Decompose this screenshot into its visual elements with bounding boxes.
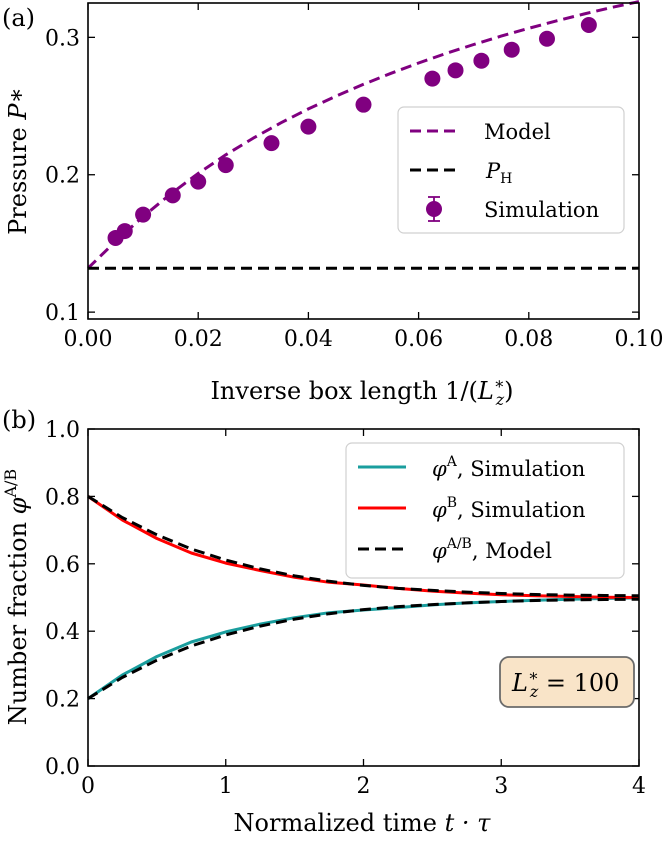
y-tick-label: 0.1 — [45, 301, 80, 326]
panel-a-xlabel: Inverse box length 1/(L∗ z) — [210, 374, 513, 409]
panel-b-legend-box — [345, 442, 625, 579]
y-tick-label: 0.2 — [45, 688, 80, 713]
legend-simulation-swatch — [426, 196, 442, 222]
sim-point — [300, 118, 317, 135]
sim-point — [164, 187, 181, 204]
panel-label-b: (b) — [2, 406, 36, 434]
sim-point — [355, 96, 372, 113]
x-tick-label: 2 — [357, 774, 371, 799]
panel-a-legend-box — [397, 106, 625, 234]
legend-ph-label: PH — [485, 159, 512, 187]
panel-b-axes-frame — [87, 428, 640, 767]
x-tick-label: 0.08 — [504, 327, 553, 352]
sim-point — [263, 135, 280, 152]
sim-point — [116, 223, 133, 240]
y-tick-label: 0.8 — [45, 485, 80, 510]
sim-point — [473, 52, 490, 69]
y-tick-label: 0.4 — [45, 620, 80, 645]
y-tick-label: 0.3 — [45, 26, 80, 51]
x-tick-label: 0.02 — [174, 327, 223, 352]
sim-point — [580, 16, 597, 33]
sim-point — [217, 157, 234, 174]
panel-a-ylabel: Pressure P∗ — [2, 87, 32, 235]
legend-simulation-label: Simulation — [484, 198, 599, 222]
panel-b-tick-labels: 0 1 2 3 4 0.0 0.2 0.4 0.6 0.8 1.0 — [45, 418, 646, 799]
annotation-box — [499, 656, 635, 708]
panel-label-a: (a) — [2, 4, 35, 32]
panel-b-series — [87, 495, 640, 700]
legend-sim-marker — [426, 201, 442, 217]
x-tick-label: 1 — [219, 774, 233, 799]
panel-a-tick-labels: 0.00 0.02 0.04 0.06 0.08 0.10 0.1 0.2 0.3 — [45, 26, 663, 352]
y-tick-label: 0.0 — [45, 755, 80, 780]
panel-b-legend: φA, Simulation φB, Simulation φA/B, Mode… — [345, 442, 625, 579]
panel-b-series-line-3 — [87, 495, 640, 598]
legend-phiB-label: φB, Simulation — [432, 495, 585, 522]
panel-b-series-line-2 — [87, 597, 640, 700]
panel-a-series — [86, 0, 640, 270]
panel-a-series-line-0 — [86, 0, 640, 270]
panel-b-ylabel: Number fraction φA/B — [1, 469, 32, 725]
x-tick-label: 0.00 — [64, 327, 113, 352]
panel-a-axes-frame — [87, 2, 640, 320]
x-tick-label: 0.04 — [284, 327, 333, 352]
x-tick-label: 3 — [494, 774, 508, 799]
x-tick-label: 0.10 — [615, 327, 664, 352]
x-tick-label: 0 — [81, 774, 95, 799]
y-tick-label: 1.0 — [45, 418, 80, 443]
sim-point — [135, 206, 152, 223]
x-tick-label: 4 — [632, 774, 646, 799]
sim-point — [538, 30, 555, 47]
y-tick-label: 0.6 — [45, 553, 80, 578]
annotation-box-length: L∗ z = 100 — [499, 656, 635, 708]
x-tick-label: 0.06 — [394, 327, 443, 352]
legend-model-ab-label: φA/B, Model — [432, 536, 552, 563]
annotation-text: L∗ z = 100 — [511, 666, 619, 701]
y-tick-label: 0.2 — [45, 164, 80, 189]
legend-model-label: Model — [484, 120, 551, 144]
sim-point — [190, 173, 207, 190]
legend-phiA-label: φA, Simulation — [432, 454, 585, 481]
panel-b-xlabel: Normalized time t · τ — [234, 809, 492, 837]
sim-point — [503, 41, 520, 58]
sim-point — [447, 62, 464, 79]
sim-point — [424, 70, 441, 87]
panel-a-legend: Model PH Simulation — [397, 106, 625, 234]
